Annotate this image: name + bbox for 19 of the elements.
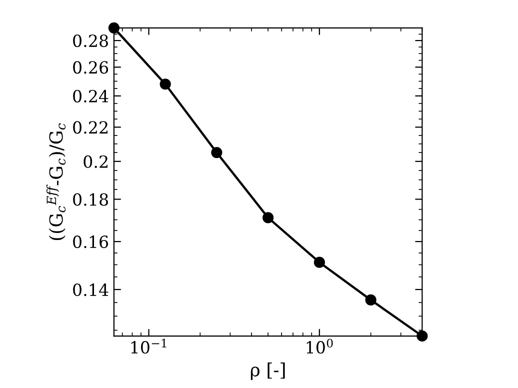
y-tick-label: 0.28 (73, 34, 108, 48)
y-tick-label: 0.2 (84, 155, 108, 168)
point (416, 330, 428, 342)
point (211, 146, 222, 158)
point (108, 22, 120, 34)
point (314, 256, 325, 268)
y-axis-title: ((G$_{c}$$^{Eff}$-G$_{c}$)/G$_{c}$ (46, 123, 66, 240)
y-tick-label: 0.16 (73, 236, 108, 248)
point (365, 294, 376, 306)
x-tick-label: 10$^{0}$ (306, 338, 333, 354)
y-tick-label: 0.26 (73, 61, 108, 74)
y-tick-label: 0.14 (73, 283, 108, 296)
x-tick-label: 10$^{−1}$ (131, 338, 166, 354)
y-tick-label: 0.24 (73, 90, 108, 102)
y-tick-label: 0.18 (73, 193, 108, 206)
y-tick-label: 0.22 (73, 121, 108, 134)
point (160, 78, 171, 90)
x-axis-title: ρ [-] (250, 362, 285, 380)
point (262, 212, 274, 224)
